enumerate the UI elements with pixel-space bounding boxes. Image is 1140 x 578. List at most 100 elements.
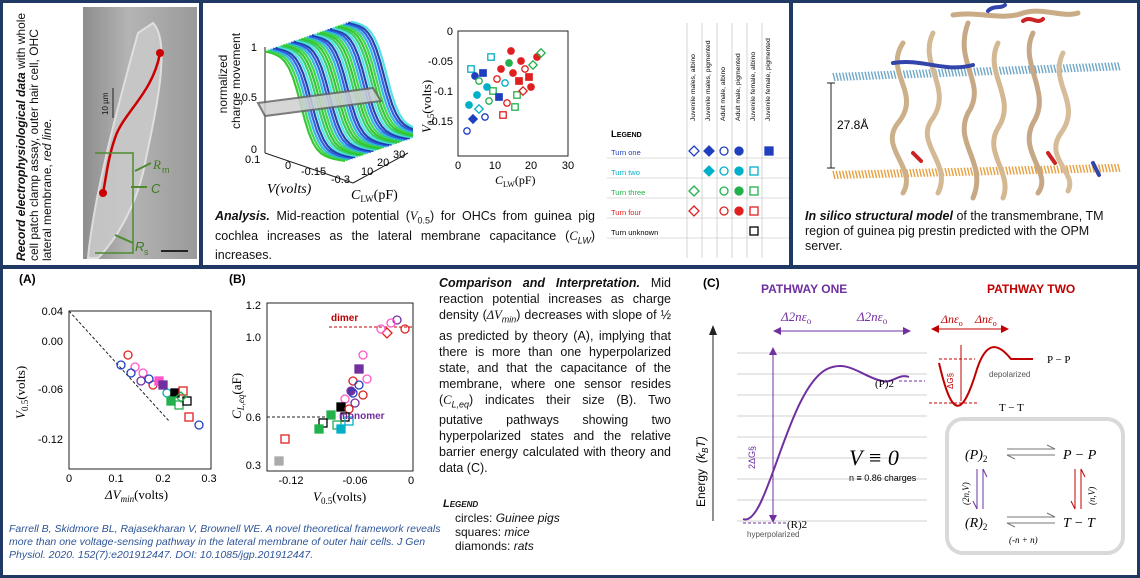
legend-column-header: Juvenile males, pigmented bbox=[705, 40, 712, 121]
membrane-bottom-stick bbox=[1081, 164, 1086, 173]
plot-b-label: (B) bbox=[229, 272, 246, 286]
c-tick-2: 30 bbox=[393, 149, 405, 161]
legend-rows: Turn one Turn two Turn three Turn four Turn … bbox=[607, 23, 789, 258]
legend-marker bbox=[749, 226, 759, 236]
membrane-bottom-stick bbox=[1014, 166, 1019, 175]
sigmoid-curve bbox=[345, 22, 413, 132]
plot-b-point bbox=[400, 324, 410, 334]
scheme-arrow-left-down bbox=[972, 469, 978, 510]
legend-column-header: Juvenile female, albino bbox=[750, 52, 757, 121]
scatter-point bbox=[473, 91, 481, 99]
plane-slice bbox=[256, 86, 383, 118]
membrane-top-stick bbox=[1110, 62, 1115, 71]
membrane-bottom-stick bbox=[857, 170, 862, 179]
sc-ytick-2: -0.1 bbox=[434, 86, 453, 98]
panel-analysis: 1 0.5 0 0.1 0 -0.15 -0.3 10 20 30 V(volt… bbox=[203, 3, 789, 265]
scatter-point bbox=[517, 57, 525, 65]
plot-a-point bbox=[166, 396, 176, 406]
sc-xtick-2: 20 bbox=[525, 160, 537, 172]
membrane-top-layer bbox=[832, 62, 1121, 82]
membrane-top-stick bbox=[889, 70, 894, 80]
cell-body bbox=[86, 21, 163, 259]
membrane-bottom-stick bbox=[1030, 165, 1035, 175]
scatter-point bbox=[515, 77, 523, 85]
legend-marker bbox=[764, 146, 774, 156]
plot-3d: 1 0.5 0 0.1 0 -0.15 -0.3 10 20 30 V(volt… bbox=[242, 20, 413, 203]
membrane-top-stick bbox=[928, 69, 932, 78]
sc-ytick-1: -0.05 bbox=[428, 56, 453, 68]
b-ytick-1: 1.0 bbox=[246, 332, 261, 344]
scheme-arrow-right-down bbox=[1070, 469, 1076, 510]
delta-one: Δ2nεo bbox=[780, 309, 812, 326]
b-ytick-2: 0.6 bbox=[246, 412, 261, 424]
pathway-two-curve bbox=[938, 346, 1033, 407]
circuit-box bbox=[95, 152, 134, 254]
membrane-top-stick bbox=[1027, 65, 1031, 74]
plot3d-xlabel: V(volts) bbox=[267, 182, 312, 197]
legend-marker bbox=[688, 185, 700, 197]
membrane-bottom-stick bbox=[957, 167, 961, 177]
sigmoid-curve bbox=[264, 50, 346, 162]
sigmoid-curve bbox=[298, 38, 379, 151]
membrane-top-stick bbox=[841, 72, 846, 81]
sc-ytick-3: -0.15 bbox=[428, 116, 453, 128]
legend-column-headers: Juvenile males, albino Juvenile males, pi… bbox=[690, 38, 772, 121]
a-xtick-1: 0.1 bbox=[108, 473, 123, 485]
membrane-top-stick bbox=[985, 67, 990, 76]
legend-column-header: Juvenile female, pigmented bbox=[765, 38, 772, 121]
membrane-top-stick bbox=[1005, 66, 1009, 75]
membrane-top-stick bbox=[918, 69, 923, 78]
membrane-top-stick bbox=[886, 70, 891, 80]
membrane-bottom-stick bbox=[899, 169, 903, 178]
label-rm: R bbox=[152, 157, 161, 172]
prestin-structure: 27.8Å bbox=[827, 3, 1121, 201]
plot-a-point bbox=[184, 412, 194, 422]
b-xtick-0: -0.12 bbox=[278, 475, 303, 487]
membrane-bottom-stick bbox=[854, 170, 859, 179]
scheme-p2: (P)2 bbox=[965, 448, 987, 464]
plot-b-point bbox=[280, 434, 290, 444]
scatter-point bbox=[501, 79, 509, 87]
sigmoid-curve bbox=[303, 36, 385, 149]
scatter-point bbox=[495, 93, 503, 101]
membrane-top-stick bbox=[957, 68, 961, 77]
plot-b: (B) dimer monomer 1.2 1.0 0.6 0.3 -0.12 … bbox=[229, 272, 414, 506]
sc-xtick-1: 10 bbox=[489, 160, 501, 172]
membrane-top-stick bbox=[925, 69, 929, 78]
membrane-bottom-stick bbox=[979, 167, 983, 176]
legend-marker bbox=[734, 166, 744, 176]
membrane-top-stick bbox=[1069, 63, 1073, 73]
b-ytick-0: 1.2 bbox=[246, 300, 261, 312]
membrane-bottom-stick bbox=[1049, 165, 1054, 174]
plot-b-point bbox=[340, 394, 350, 404]
scheme-bottom-rate: (-n + n) bbox=[1009, 535, 1038, 545]
scatter-point bbox=[509, 69, 517, 77]
a-xtick-3: 0.3 bbox=[201, 473, 216, 485]
plot-b-point bbox=[326, 410, 336, 420]
legend-marker bbox=[688, 205, 700, 217]
scatter-point bbox=[473, 103, 485, 115]
membrane-top-stick bbox=[873, 71, 878, 80]
membrane-bottom-stick bbox=[870, 169, 875, 179]
v-tick-3: -0.3 bbox=[331, 174, 350, 186]
membrane-bottom-stick bbox=[934, 168, 939, 177]
plot-a-point bbox=[182, 396, 192, 406]
membrane-top-stick bbox=[1075, 63, 1079, 73]
membrane-bottom-stick bbox=[1017, 166, 1022, 175]
membrane-bottom-stick bbox=[873, 169, 878, 179]
plot-b-point bbox=[336, 402, 346, 412]
energy-axis-label: Energy(kBT) bbox=[694, 436, 710, 507]
scatter-point bbox=[471, 72, 479, 80]
scatter-point bbox=[521, 65, 529, 73]
membrane-bottom-stick bbox=[947, 167, 951, 177]
membrane-top-stick bbox=[976, 67, 980, 76]
v-tick-2: -0.15 bbox=[301, 166, 326, 178]
membrane-top-stick bbox=[941, 68, 945, 78]
c-tick-1: 20 bbox=[377, 157, 389, 169]
membrane-bottom-stick bbox=[925, 168, 929, 177]
membrane-top-stick bbox=[982, 67, 987, 76]
membrane-top-stick bbox=[893, 70, 897, 79]
scheme-right-rate: (n,V) bbox=[1087, 487, 1097, 505]
membrane-bottom-stick bbox=[889, 169, 894, 178]
membrane-bottom-stick bbox=[969, 167, 974, 176]
